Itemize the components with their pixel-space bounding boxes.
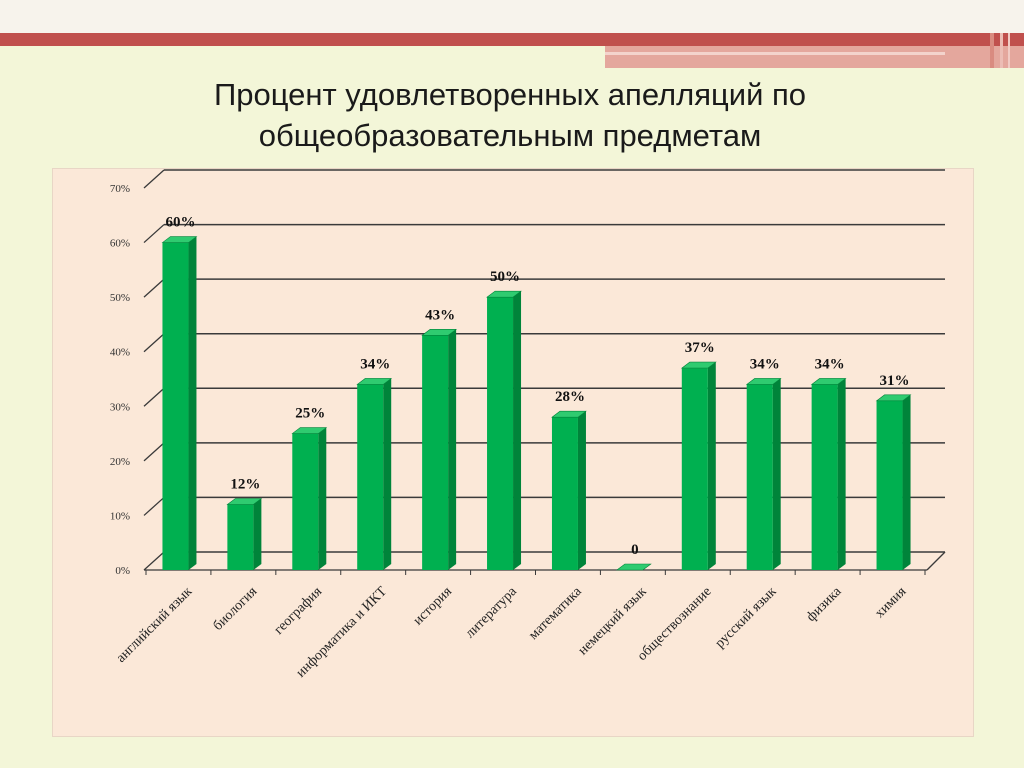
- bar-side: [318, 427, 327, 570]
- category-label: русский язык: [713, 584, 780, 651]
- bar: [811, 384, 838, 570]
- bar-side: [837, 378, 846, 570]
- data-label: 0: [631, 542, 639, 558]
- y-tick-label: 60%: [110, 238, 130, 250]
- gridline-edge: [143, 278, 165, 298]
- data-label: 37%: [685, 340, 715, 356]
- gridline-edge: [143, 551, 165, 571]
- data-label: 43%: [425, 307, 455, 323]
- y-tick-label: 70%: [110, 183, 130, 195]
- bar: [162, 242, 189, 571]
- bar: [422, 335, 449, 570]
- bar: [876, 400, 903, 570]
- category-label: география: [272, 584, 326, 638]
- y-tick-label: 0%: [115, 565, 130, 577]
- category-label: английский язык: [114, 584, 196, 666]
- bar-top: [161, 236, 198, 243]
- bar: [357, 384, 384, 570]
- category-label: математика: [526, 584, 585, 643]
- category-label: биология: [211, 584, 261, 634]
- data-label: 25%: [295, 406, 325, 422]
- bar: [227, 504, 254, 570]
- data-label: 60%: [165, 215, 195, 231]
- data-label: 34%: [360, 356, 390, 372]
- data-label: 34%: [750, 356, 780, 372]
- bar-top: [356, 378, 393, 385]
- gridline-edge: [143, 387, 165, 407]
- bar-top: [486, 290, 522, 298]
- bar-top: [226, 498, 263, 505]
- y-tick-label: 30%: [110, 401, 130, 413]
- data-label: 12%: [230, 477, 260, 493]
- page-title-line-2: общеобразовательным предметам: [258, 118, 762, 153]
- gridline-edge: [143, 442, 165, 462]
- bar-side: [707, 362, 716, 570]
- category-label: немецкий язык: [576, 584, 650, 658]
- page-title: Процент удовлетворенных апелляций по общ…: [110, 74, 910, 156]
- header-decoration: [0, 0, 1024, 68]
- data-label: 34%: [815, 356, 845, 372]
- bar: [746, 384, 773, 570]
- bar-side: [188, 236, 197, 571]
- category-label: химия: [872, 584, 909, 621]
- bar-top: [551, 410, 587, 418]
- floor-edge: [926, 551, 946, 571]
- gridline-edge: [143, 169, 165, 189]
- bar-side: [448, 329, 457, 570]
- category-label: литература: [463, 584, 521, 642]
- bar-top: [421, 329, 458, 336]
- chart-panel: 0% 10% 20% 30% 40% 50% 60% 70% 60% английский язы…: [52, 168, 974, 737]
- bar-side: [577, 411, 586, 570]
- bar-top: [810, 378, 847, 385]
- gridline-edge: [143, 224, 165, 244]
- bar-side: [513, 291, 522, 570]
- bar: [487, 297, 514, 570]
- y-tick-label: 20%: [110, 456, 130, 468]
- page-title-line-1: Процент удовлетворенных апелляций по: [213, 77, 807, 112]
- bar: [681, 368, 708, 570]
- data-label: 50%: [490, 269, 520, 285]
- data-label: 28%: [555, 389, 585, 405]
- bar-chart: 0% 10% 20% 30% 40% 50% 60% 70% 60% английский язы…: [110, 169, 946, 681]
- gridline-edge: [143, 333, 165, 353]
- category-label: история: [411, 584, 456, 629]
- bar-side: [902, 394, 911, 570]
- bar: [551, 417, 578, 570]
- bar-top: [615, 563, 652, 571]
- bar-top: [745, 378, 782, 385]
- y-tick-label: 50%: [110, 292, 130, 304]
- y-tick-label: 10%: [110, 510, 130, 522]
- bar-top: [291, 427, 328, 434]
- y-tick-label: 40%: [110, 347, 130, 359]
- gridline-edge: [143, 496, 165, 516]
- bar: [292, 433, 319, 570]
- bar-top: [875, 394, 912, 402]
- bar-top: [680, 361, 717, 369]
- category-label: физика: [804, 584, 845, 625]
- bar-side: [253, 498, 262, 570]
- bar-side: [772, 378, 781, 570]
- data-label: 31%: [880, 373, 910, 389]
- bar-side: [383, 378, 392, 570]
